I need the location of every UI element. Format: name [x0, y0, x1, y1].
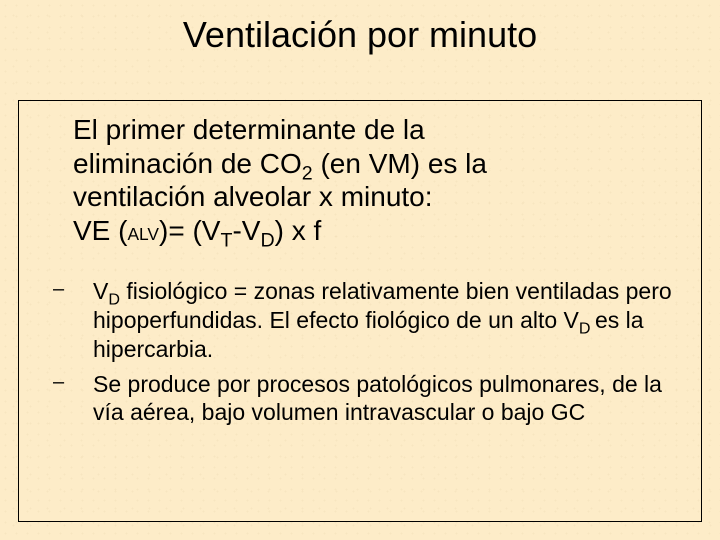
bullet-dash: – [49, 370, 93, 395]
formula-b: )= (V [159, 215, 220, 246]
formula-e: ) x f [275, 215, 322, 246]
bullet-text-2: Se produce por procesos patológicos pulm… [93, 370, 677, 428]
b1-sub2: D [579, 320, 595, 338]
para-line2a: eliminación de CO [73, 148, 302, 179]
para-line3: ventilación alveolar x minuto: [73, 181, 433, 212]
formula-t: T [220, 229, 232, 251]
list-item: – VD fisiológico = zonas relativamente b… [49, 277, 677, 363]
bullet-text-1: VD fisiológico = zonas relativamente bie… [93, 277, 677, 363]
list-item: – Se produce por procesos patológicos pu… [49, 370, 677, 428]
b1-a: V [93, 278, 108, 304]
formula-d: D [260, 229, 274, 251]
content-frame: El primer determinante de la eliminación… [18, 100, 702, 522]
bullet-list: – VD fisiológico = zonas relativamente b… [49, 277, 677, 427]
formula-c: -V [232, 215, 260, 246]
formula-alv: ALV [127, 224, 159, 244]
para-line1: El primer determinante de la [73, 114, 425, 145]
formula-a: VE ( [73, 215, 127, 246]
slide-title: Ventilación por minuto [0, 14, 720, 56]
para-line2b: (en VM) es la [313, 148, 487, 179]
main-paragraph: El primer determinante de la eliminación… [73, 113, 677, 247]
slide: Ventilación por minuto El primer determi… [0, 0, 720, 540]
bullet-dash: – [49, 277, 93, 302]
